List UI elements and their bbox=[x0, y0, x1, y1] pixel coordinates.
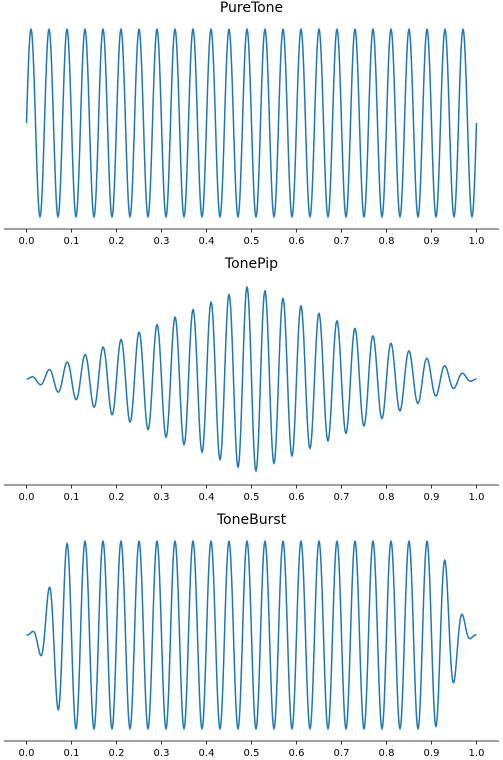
panel-toneburst: ToneBurst 0.0 0.1 0.2 0.3 0.4 0.5 0.6 0.7 0.8 0.9 1… bbox=[4, 512, 499, 759]
x-tick-label: 0.3 bbox=[154, 236, 170, 247]
x-tick-label: 1.0 bbox=[469, 236, 485, 247]
x-tick-label: 0.8 bbox=[379, 748, 395, 759]
series-line bbox=[26, 539, 477, 731]
x-tick-label: 0.5 bbox=[244, 748, 260, 759]
series-line bbox=[26, 285, 477, 473]
x-tick-label: 0.5 bbox=[244, 492, 260, 503]
x-tick-label: 0.0 bbox=[19, 748, 35, 759]
x-tick-label: 0.5 bbox=[244, 236, 260, 247]
x-tick-label: 1.0 bbox=[469, 492, 485, 503]
x-tick-label: 0.0 bbox=[19, 492, 35, 503]
x-tick-label: 0.3 bbox=[154, 748, 170, 759]
x-tick-label: 0.7 bbox=[334, 748, 350, 759]
x-tick-label: 0.1 bbox=[64, 748, 80, 759]
x-tick-label: 0.2 bbox=[109, 492, 125, 503]
x-tick-label: 0.9 bbox=[424, 492, 440, 503]
x-tick-label: 0.3 bbox=[154, 492, 170, 503]
x-tick-label: 0.6 bbox=[289, 236, 305, 247]
chart-title: ToneBurst bbox=[216, 512, 287, 528]
x-tick-label: 0.8 bbox=[379, 236, 395, 247]
x-tick-label: 0.4 bbox=[199, 492, 215, 503]
x-tick-label: 0.1 bbox=[64, 236, 80, 247]
x-tick-label: 0.7 bbox=[334, 236, 350, 247]
x-tick-label: 0.6 bbox=[289, 748, 305, 759]
x-tick-label: 0.6 bbox=[289, 492, 305, 503]
x-tick-label: 0.2 bbox=[109, 236, 125, 247]
x-tick-label: 0.2 bbox=[109, 748, 125, 759]
x-tick-label: 0.4 bbox=[199, 236, 215, 247]
x-tick-label: 0.7 bbox=[334, 492, 350, 503]
chart-title: PureTone bbox=[220, 0, 283, 16]
x-tick-label: 0.1 bbox=[64, 492, 80, 503]
x-tick-label: 1.0 bbox=[469, 748, 485, 759]
chart-title: TonePip bbox=[224, 256, 278, 272]
panel-tonepip: TonePip 0.0 0.1 0.2 0.3 0.4 0.5 0.6 0.7 0.8 0.9 1.0 bbox=[4, 256, 499, 503]
x-tick-label: 0.0 bbox=[19, 236, 35, 247]
x-tick-label: 0.4 bbox=[199, 748, 215, 759]
x-tick-label: 0.8 bbox=[379, 492, 395, 503]
x-tick-label: 0.9 bbox=[424, 748, 440, 759]
series-line bbox=[25, 27, 478, 219]
panel-puretone: PureTone 0.0 0.1 0.2 0.3 0.4 0.5 0.6 0.7 0.8 0.9 1.… bbox=[4, 0, 499, 247]
x-tick-label: 0.9 bbox=[424, 236, 440, 247]
